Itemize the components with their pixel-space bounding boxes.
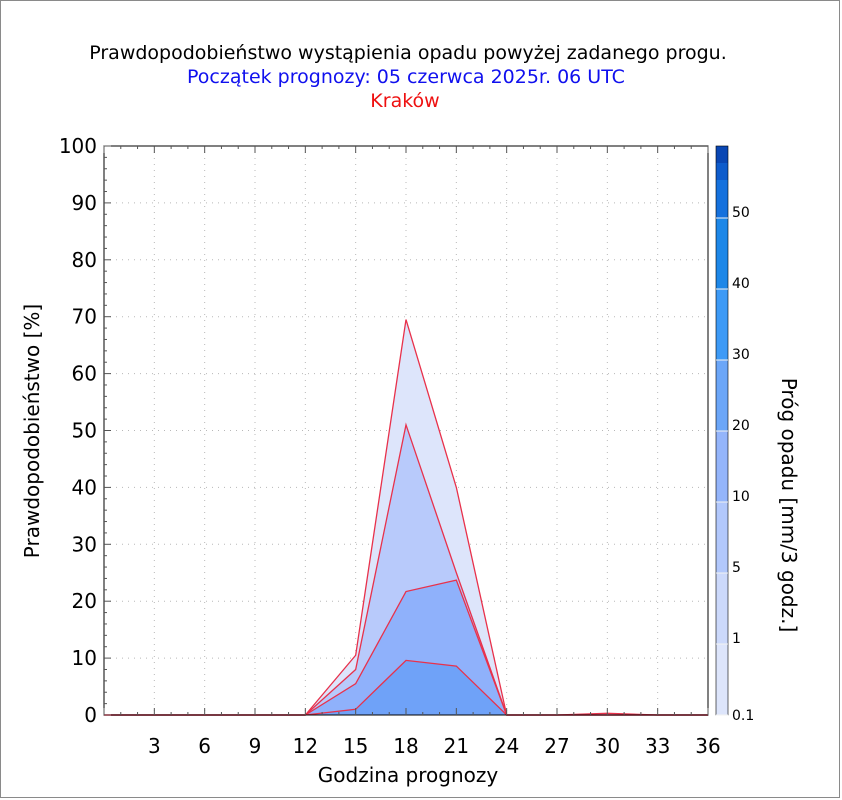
colorbar-segment-9: [716, 146, 728, 163]
colorbar-tick-label: 1: [732, 631, 741, 647]
axes: [103, 145, 709, 716]
y-tick-label: 70: [72, 305, 97, 329]
x-tick-label: 15: [343, 734, 368, 758]
x-tick-label: 36: [695, 734, 720, 758]
colorbar-tick-label: 40: [732, 276, 750, 292]
colorbar-label: Próg opadu [mm/3 godz.]: [777, 378, 801, 633]
colorbar-segment-3: [716, 431, 728, 502]
y-tick-label: 50: [72, 419, 97, 443]
colorbar-segment-0: [716, 644, 728, 715]
colorbar-tick-label: 0.1: [732, 708, 754, 724]
x-tick-label: 24: [494, 734, 519, 758]
colorbar-segment-1: [716, 573, 728, 644]
area-series: [104, 319, 708, 716]
x-tick-label: 27: [544, 734, 569, 758]
y-tick-label: 20: [72, 589, 97, 613]
y-tick-label: 0: [84, 703, 97, 727]
x-tick-label: 6: [198, 734, 211, 758]
y-tick-label: 30: [72, 532, 97, 556]
area-threshold-1: [104, 424, 708, 715]
chart-subtitle: Początek prognozy: 05 czerwca 2025r. 06 …: [187, 66, 625, 88]
colorbar: [715, 145, 729, 716]
x-tick-label: 30: [595, 734, 620, 758]
colorbar-segment-5: [716, 289, 728, 360]
colorbar-segment-4: [716, 360, 728, 431]
colorbar-segment-2: [716, 502, 728, 573]
chart-location: Kraków: [370, 90, 439, 112]
x-tick-label: 21: [444, 734, 469, 758]
x-tick-label: 18: [393, 734, 418, 758]
x-tick-label: 3: [148, 734, 161, 758]
colorbar-tick-label: 30: [732, 347, 750, 363]
x-axis-label: Godzina prognozy: [318, 763, 499, 787]
chart-title: Prawdopodobieństwo wystąpienia opadu pow…: [89, 42, 727, 64]
colorbar-tick-labels: 0.1 1 5 10 20 30 40 50: [732, 205, 754, 724]
y-tick-label: 90: [72, 191, 97, 215]
colorbar-segment-8: [716, 163, 728, 180]
colorbar-segment-6: [716, 218, 728, 289]
colorbar-tick-label: 50: [732, 205, 750, 221]
y-tick-label: 80: [72, 248, 97, 272]
colorbar-tick-label: 20: [732, 418, 750, 434]
area-threshold-3: [104, 660, 708, 715]
x-tick-label: 12: [293, 734, 318, 758]
x-tick-label: 33: [645, 734, 670, 758]
y-tick-label: 40: [72, 475, 97, 499]
y-axis-label: Prawdopodobieństwo [%]: [20, 304, 44, 558]
y-tick-label: 10: [72, 646, 97, 670]
y-tick-label: 60: [72, 362, 97, 386]
x-tick-labels: 3 6 9 12 15 18 21 24 27 30 33 36: [148, 734, 721, 758]
y-tick-label: 100: [59, 134, 97, 158]
colorbar-segment-7: [716, 180, 728, 218]
x-tick-label: 9: [249, 734, 262, 758]
colorbar-tick-label: 5: [732, 560, 741, 576]
y-tick-labels: 0 10 20 30 40 50 60 70 80 90 100: [59, 134, 97, 727]
colorbar-tick-label: 10: [732, 489, 750, 505]
area-threshold-2: [104, 580, 708, 715]
